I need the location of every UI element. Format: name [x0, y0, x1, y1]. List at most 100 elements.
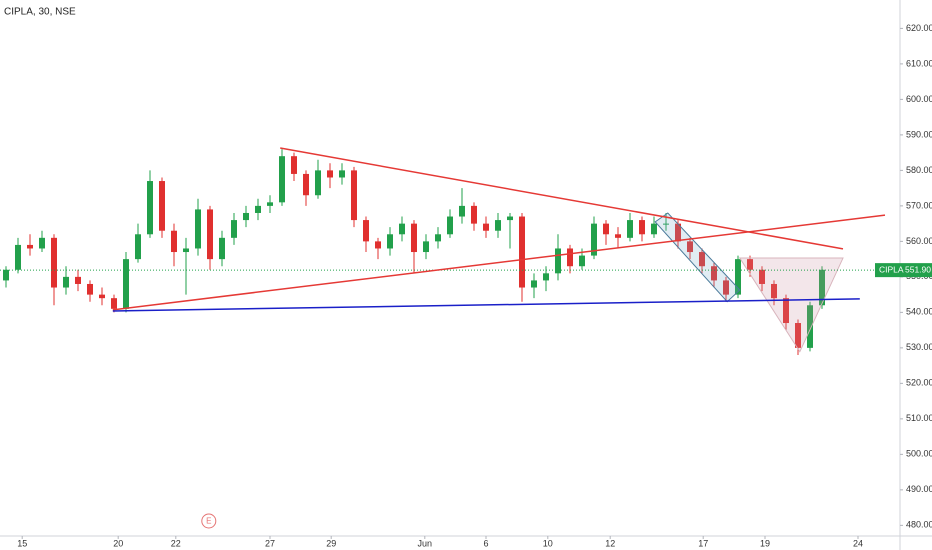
y-tick-label: 560.00 [906, 236, 932, 246]
y-tick-label: 580.00 [906, 165, 932, 175]
candle-body [543, 273, 549, 281]
candle-body [555, 248, 561, 274]
x-tick-label: 20 [113, 538, 123, 548]
candle-body [63, 276, 69, 288]
candle-body [123, 259, 129, 309]
candle-body [435, 234, 441, 242]
y-tick-label: 510.00 [906, 413, 932, 423]
candle-body [351, 170, 357, 221]
plot-area [3, 149, 825, 355]
candle-body [579, 255, 585, 267]
candle-body [471, 205, 477, 224]
candle-body [483, 223, 489, 231]
drawing-shape [738, 257, 844, 353]
trend-line [112, 298, 860, 312]
y-tick-label: 480.00 [906, 520, 932, 530]
candle-body [339, 170, 345, 178]
candle-body [219, 237, 225, 260]
last-price-symbol: CIPLA [879, 264, 904, 274]
candle-body [291, 156, 297, 174]
candle-body [303, 173, 309, 196]
candle-body [51, 237, 57, 288]
y-tick-label: 490.00 [906, 484, 932, 494]
candle-body [39, 237, 45, 249]
candle-body [651, 223, 657, 235]
last-price-box [875, 263, 932, 278]
candle-body [99, 294, 105, 299]
candle-body [807, 305, 813, 348]
candle-body [711, 266, 717, 281]
candle-body [723, 280, 729, 295]
candle-body [183, 248, 189, 253]
candle-body [387, 234, 393, 249]
y-tick-label: 540.00 [906, 307, 932, 317]
event-label: E [206, 517, 211, 526]
y-tick-label: 610.00 [906, 58, 932, 68]
candle-body [459, 205, 465, 217]
candle-body [495, 220, 501, 231]
candle-body [399, 223, 405, 235]
y-tick-label: 620.00 [906, 23, 932, 33]
candle-body [255, 205, 261, 213]
y-tick-label: 570.00 [906, 200, 932, 210]
candle-body [771, 283, 777, 299]
candle-body [231, 220, 237, 238]
x-tick-label: 27 [265, 538, 275, 548]
candle-body [663, 223, 669, 225]
candle-body [567, 248, 573, 267]
candle-body [639, 220, 645, 235]
candle-body [507, 216, 513, 221]
candle-body [111, 298, 117, 309]
x-tick-label: Jun [418, 538, 433, 548]
candle-body [627, 220, 633, 238]
candle-body [783, 298, 789, 324]
x-tick-label: 15 [17, 538, 27, 548]
x-tick-label: 10 [543, 538, 553, 548]
candle-body [243, 212, 249, 221]
candle-body [615, 234, 621, 238]
last-price-label: 551.90 [905, 264, 931, 274]
y-tick-label: 500.00 [906, 449, 932, 459]
candle-body [531, 280, 537, 288]
candle-body [819, 269, 825, 306]
x-tick-label: 12 [605, 538, 615, 548]
y-tick-label: 520.00 [906, 378, 932, 388]
candle-body [207, 209, 213, 260]
drawing-shape [654, 212, 741, 303]
x-tick-label: 22 [171, 538, 181, 548]
candle-body [699, 252, 705, 267]
candle-body [447, 216, 453, 235]
x-tick-label: 6 [483, 538, 488, 548]
candle-body [27, 244, 33, 249]
candle-body [315, 170, 321, 196]
event-marker [201, 513, 217, 529]
candle-body [423, 241, 429, 253]
candle-body [159, 181, 165, 231]
candle-body [195, 209, 201, 249]
candle-body [171, 230, 177, 253]
candle-body [327, 170, 333, 178]
x-tick-label: 19 [760, 538, 770, 548]
candle-body [603, 223, 609, 235]
y-tick-label: 530.00 [906, 342, 932, 352]
candle-body [795, 323, 801, 348]
candle-body [279, 156, 285, 203]
candle-body [147, 181, 153, 235]
candle-body [591, 223, 597, 256]
candle-body [15, 244, 21, 270]
candle-body [267, 202, 273, 206]
candle-body [75, 276, 81, 284]
candle-body [375, 241, 381, 249]
candle-body [3, 269, 9, 281]
candle-body [519, 216, 525, 288]
candle-body [687, 241, 693, 253]
candle-body [363, 220, 369, 242]
chart-title: CIPLA, 30, NSE [4, 7, 76, 18]
y-tick-label: 600.00 [906, 94, 932, 104]
y-tick-label: 590.00 [906, 129, 932, 139]
candle-body [135, 234, 141, 260]
candle-body [747, 259, 753, 270]
candle-body [87, 283, 93, 295]
